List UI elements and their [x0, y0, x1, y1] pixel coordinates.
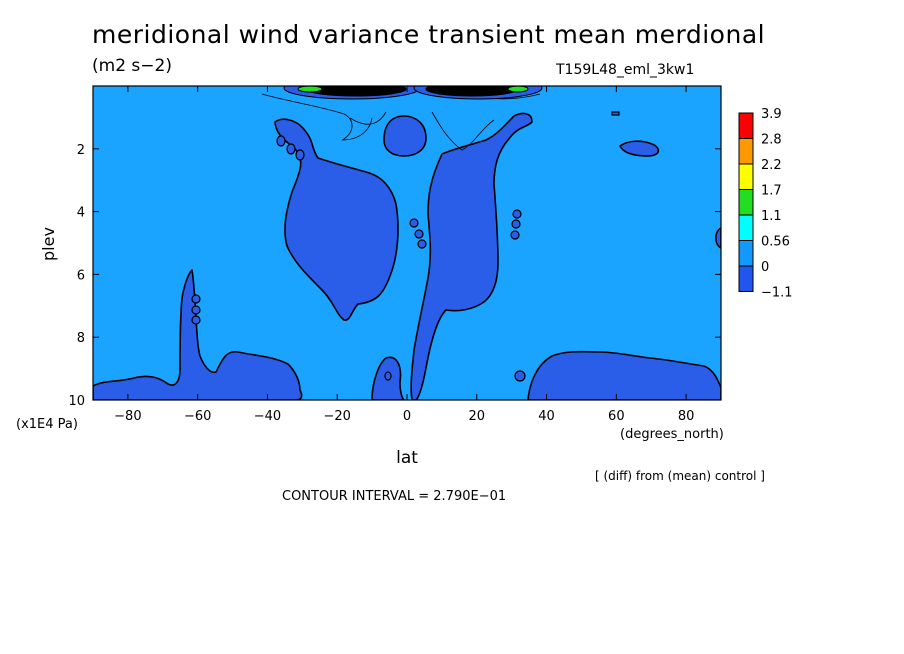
colorbar-label: 2.2 — [761, 158, 782, 173]
x-axis-label: lat — [396, 448, 418, 468]
x-tick-label: 80 — [678, 409, 695, 424]
y-axis-units: (x1E4 Pa) — [16, 417, 78, 432]
contour-high-center — [349, 111, 495, 151]
small-contour — [514, 370, 526, 382]
x-axis-units: (degrees_north) — [620, 427, 724, 442]
colorbar-swatch — [738, 163, 754, 190]
y-axis-label: plev — [39, 227, 58, 261]
x-tick-label: 20 — [469, 409, 486, 424]
x-tick-label: −20 — [324, 409, 351, 424]
x-tick-label: −80 — [114, 409, 141, 424]
small-closed-contours — [191, 111, 620, 382]
colorbar: 3.9 2.8 2.2 1.7 1.1 0.56 0 −1.1 — [738, 107, 793, 301]
maximum-north-core — [425, 86, 519, 97]
small-contour — [276, 135, 286, 147]
colorbar-swatch — [738, 112, 754, 139]
small-contour — [286, 143, 296, 155]
colorbar-swatch — [738, 138, 754, 165]
region-northeast-small — [619, 140, 660, 157]
chart-units: (m2 s−2) — [92, 56, 172, 76]
small-contour — [384, 371, 392, 381]
small-contour — [191, 315, 201, 325]
colorbar-swatch — [738, 189, 754, 216]
model-name: T159L48_eml_3kw1 — [556, 62, 695, 78]
small-contour — [414, 229, 424, 239]
small-contour — [191, 305, 201, 315]
upper-maxima — [283, 86, 543, 100]
x-axis: −80 −60 −40 −20 0 20 40 60 80 — [114, 86, 694, 424]
y-axis: 2 4 6 8 10 — [68, 143, 721, 409]
small-contour — [417, 239, 427, 249]
diff-note: [ (diff) from (mean) control ] — [595, 469, 765, 483]
region-equatorial-cap — [383, 115, 427, 157]
colorbar-label: 1.1 — [761, 209, 782, 224]
colorbar-swatch — [738, 214, 754, 241]
colorbar-label: 0.56 — [761, 235, 790, 250]
colorbar-label: −1.1 — [761, 286, 793, 301]
small-contour — [191, 294, 201, 304]
small-contour — [295, 149, 305, 161]
chart-title: meridional wind variance transient mean … — [92, 20, 766, 49]
x-tick-label: 60 — [608, 409, 625, 424]
small-contour — [611, 111, 620, 116]
small-contour — [511, 219, 521, 229]
contour-high-south — [261, 93, 373, 141]
small-contour — [510, 230, 520, 240]
small-contour — [512, 209, 522, 219]
y-tick-label: 2 — [77, 143, 85, 158]
colorbar-swatch — [738, 265, 754, 292]
maximum-north-shade — [507, 86, 529, 93]
x-tick-label: 40 — [538, 409, 555, 424]
colorbar-swatch — [738, 240, 754, 267]
contour-interval: CONTOUR INTERVAL = 2.790E−01 — [282, 489, 507, 504]
maximum-south-shade — [297, 86, 323, 93]
colorbar-label: 1.7 — [761, 184, 782, 199]
x-tick-label: −60 — [184, 409, 211, 424]
colorbar-label: 3.9 — [761, 107, 782, 122]
y-tick-label: 8 — [77, 331, 85, 346]
y-tick-label: 6 — [77, 268, 85, 283]
colorbar-label: 2.8 — [761, 133, 782, 148]
y-tick-label: 4 — [77, 206, 85, 221]
x-tick-label: 0 — [403, 409, 411, 424]
negative-regions — [93, 112, 721, 400]
region-north-midlat — [410, 112, 533, 400]
region-north-lower — [527, 350, 721, 400]
x-tick-label: −40 — [254, 409, 281, 424]
y-tick-label: 10 — [68, 394, 85, 409]
region-south-midlat — [274, 118, 399, 321]
colorbar-label: 0 — [761, 260, 769, 275]
small-contour — [409, 218, 419, 228]
